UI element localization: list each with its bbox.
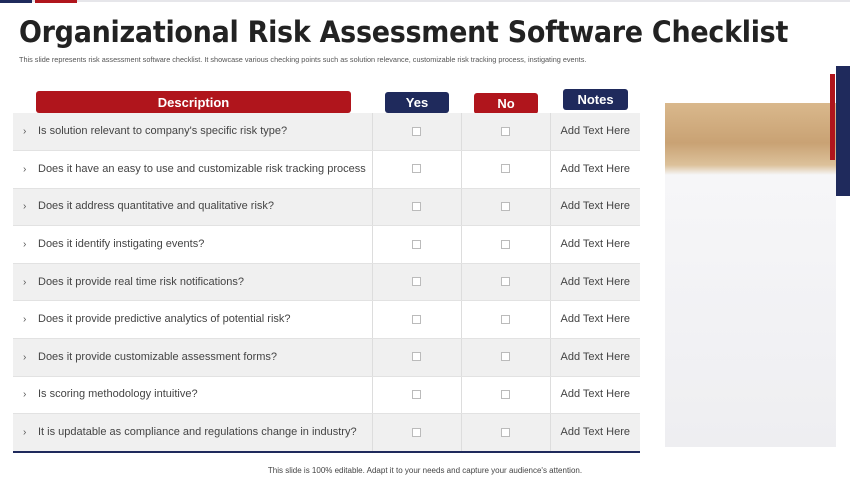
notes-cell[interactable]: Add Text Here	[550, 188, 640, 227]
table-bottom-rule	[13, 451, 640, 453]
no-cell	[461, 413, 551, 452]
yes-cell	[372, 225, 462, 264]
header-no: No	[474, 93, 538, 114]
yes-cell	[372, 413, 462, 452]
no-cell	[461, 263, 551, 302]
chevron-right-icon: ›	[23, 163, 27, 175]
footer-note: This slide is 100% editable. Adapt it to…	[267, 466, 583, 475]
yes-cell	[372, 263, 462, 302]
table-row: › Does it provide real time risk notifica…	[13, 263, 640, 302]
no-checkbox[interactable]	[501, 427, 510, 437]
description-cell: › Does it provide predictive analytics of…	[13, 300, 373, 340]
description-text: Does it have an easy to use and customiz…	[38, 162, 366, 175]
yes-cell	[372, 113, 462, 152]
table-row: › Does it address quantitative and qualit…	[13, 188, 640, 227]
top-rule	[0, 0, 850, 2]
chevron-right-icon: ›	[23, 314, 27, 326]
description-cell: › Does it provide real time risk notifica…	[13, 263, 373, 302]
description-text: Does it address quantitative and qualita…	[38, 200, 275, 213]
chevron-right-icon: ›	[23, 427, 27, 439]
description-text: Does it provide customizable assessment …	[38, 350, 278, 363]
description-cell: › Does it have an easy to use and customi…	[13, 150, 373, 189]
no-checkbox[interactable]	[501, 126, 510, 136]
chevron-right-icon: ›	[23, 126, 27, 138]
description-text: Does it provide real time risk notificat…	[38, 275, 245, 288]
header-description: Description	[36, 91, 351, 113]
yes-checkbox[interactable]	[412, 164, 421, 174]
table-row: › Does it identify instigating events? Ad…	[13, 225, 640, 264]
yes-checkbox[interactable]	[412, 314, 421, 324]
yes-cell	[372, 338, 462, 377]
table-row: › Does it provide predictive analytics of…	[13, 300, 640, 340]
table-row: › Does it have an easy to use and customi…	[13, 150, 640, 189]
yes-checkbox[interactable]	[412, 126, 421, 136]
no-checkbox[interactable]	[501, 202, 510, 212]
no-checkbox[interactable]	[501, 239, 510, 249]
no-checkbox[interactable]	[501, 390, 510, 400]
yes-cell	[372, 188, 462, 227]
description-cell: › Is scoring methodology intuitive?	[13, 376, 373, 415]
chevron-right-icon: ›	[23, 276, 27, 288]
notes-cell[interactable]: Add Text Here	[550, 413, 640, 452]
notes-cell[interactable]: Add Text Here	[550, 113, 640, 152]
checklist-photo	[665, 103, 836, 447]
checklist-table: › Is solution relevant to company's speci…	[13, 113, 640, 452]
chevron-right-icon: ›	[23, 201, 27, 213]
description-text: Does it identify instigating events?	[38, 238, 205, 251]
header-yes: Yes	[385, 92, 449, 113]
header-notes: Notes	[563, 89, 628, 110]
no-checkbox[interactable]	[501, 352, 510, 362]
yes-cell	[372, 150, 462, 189]
notes-cell[interactable]: Add Text Here	[550, 150, 640, 189]
accent-red	[35, 0, 77, 3]
yes-checkbox[interactable]	[412, 427, 421, 437]
chevron-right-icon: ›	[23, 239, 27, 251]
no-cell	[461, 338, 551, 377]
no-cell	[461, 376, 551, 415]
description-cell: › Is solution relevant to company's speci…	[13, 113, 373, 152]
description-text: Is solution relevant to company's specif…	[38, 125, 288, 138]
description-text: It is updatable as compliance and regula…	[38, 426, 357, 439]
accent-navy	[0, 0, 32, 3]
yes-checkbox[interactable]	[412, 239, 421, 249]
notes-cell[interactable]: Add Text Here	[550, 225, 640, 264]
chevron-right-icon: ›	[23, 351, 27, 363]
yes-cell	[372, 300, 462, 340]
notes-cell[interactable]: Add Text Here	[550, 263, 640, 302]
no-cell	[461, 113, 551, 152]
no-cell	[461, 225, 551, 264]
no-cell	[461, 150, 551, 189]
description-cell: › Does it provide customizable assessment…	[13, 338, 373, 377]
table-row: › Is solution relevant to company's speci…	[13, 113, 640, 152]
table-row: › It is updatable as compliance and regul…	[13, 413, 640, 452]
yes-checkbox[interactable]	[412, 352, 421, 362]
table-row: › Is scoring methodology intuitive? Add T…	[13, 376, 640, 415]
no-checkbox[interactable]	[501, 314, 510, 324]
description-cell: › It is updatable as compliance and regul…	[13, 413, 373, 452]
notes-cell[interactable]: Add Text Here	[550, 338, 640, 377]
description-text: Is scoring methodology intuitive?	[38, 388, 198, 401]
notes-cell[interactable]: Add Text Here	[550, 300, 640, 340]
table-row: › Does it provide customizable assessment…	[13, 338, 640, 377]
no-cell	[461, 300, 551, 340]
description-text: Does it provide predictive analytics of …	[38, 313, 291, 326]
page-title: Organizational Risk Assessment Software …	[19, 15, 789, 49]
notes-cell[interactable]: Add Text Here	[550, 376, 640, 415]
yes-checkbox[interactable]	[412, 390, 421, 400]
navy-accent-bar	[836, 66, 850, 196]
red-accent-bar	[830, 74, 835, 160]
no-cell	[461, 188, 551, 227]
yes-checkbox[interactable]	[412, 202, 421, 212]
chevron-right-icon: ›	[23, 389, 27, 401]
subtitle: This slide represents risk assessment so…	[19, 55, 587, 64]
no-checkbox[interactable]	[501, 164, 510, 174]
yes-cell	[372, 376, 462, 415]
description-cell: › Does it identify instigating events?	[13, 225, 373, 264]
no-checkbox[interactable]	[501, 277, 510, 287]
description-cell: › Does it address quantitative and qualit…	[13, 188, 373, 227]
yes-checkbox[interactable]	[412, 277, 421, 287]
